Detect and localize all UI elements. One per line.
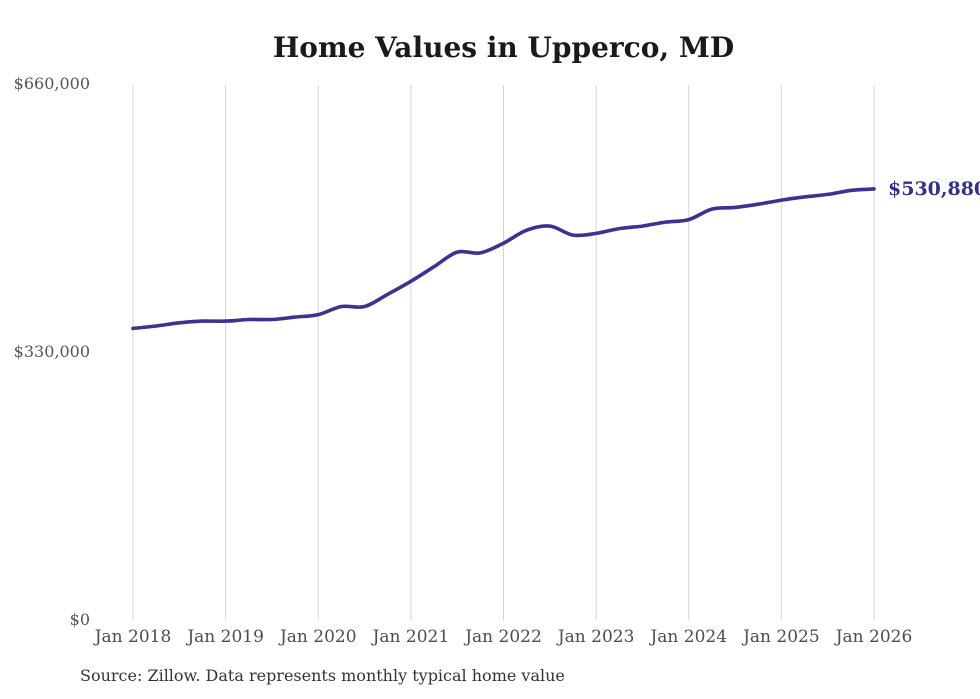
x-tick-label: Jan 2024 <box>650 627 728 647</box>
y-tick-label: $0 <box>69 610 90 629</box>
chart-title: Home Values in Upperco, MD <box>272 31 735 64</box>
x-tick-label: Jan 2018 <box>94 627 172 647</box>
y-tick-label: $660,000 <box>13 74 90 93</box>
latest-value-label: $530,880 <box>888 177 980 200</box>
x-tick-label: Jan 2019 <box>187 627 264 647</box>
x-tick-label: Jan 2025 <box>743 627 820 647</box>
source-note: Source: Zillow. Data represents monthly … <box>80 666 565 685</box>
x-tick-label: Jan 2022 <box>465 627 542 647</box>
home-value-line <box>131 187 876 331</box>
x-tick-label: Jan 2023 <box>557 627 635 647</box>
x-tick-label: Jan 2021 <box>372 627 450 647</box>
x-tick-label: Jan 2026 <box>835 627 913 647</box>
y-tick-label: $330,000 <box>13 342 90 361</box>
x-tick-label: Jan 2020 <box>279 627 357 647</box>
